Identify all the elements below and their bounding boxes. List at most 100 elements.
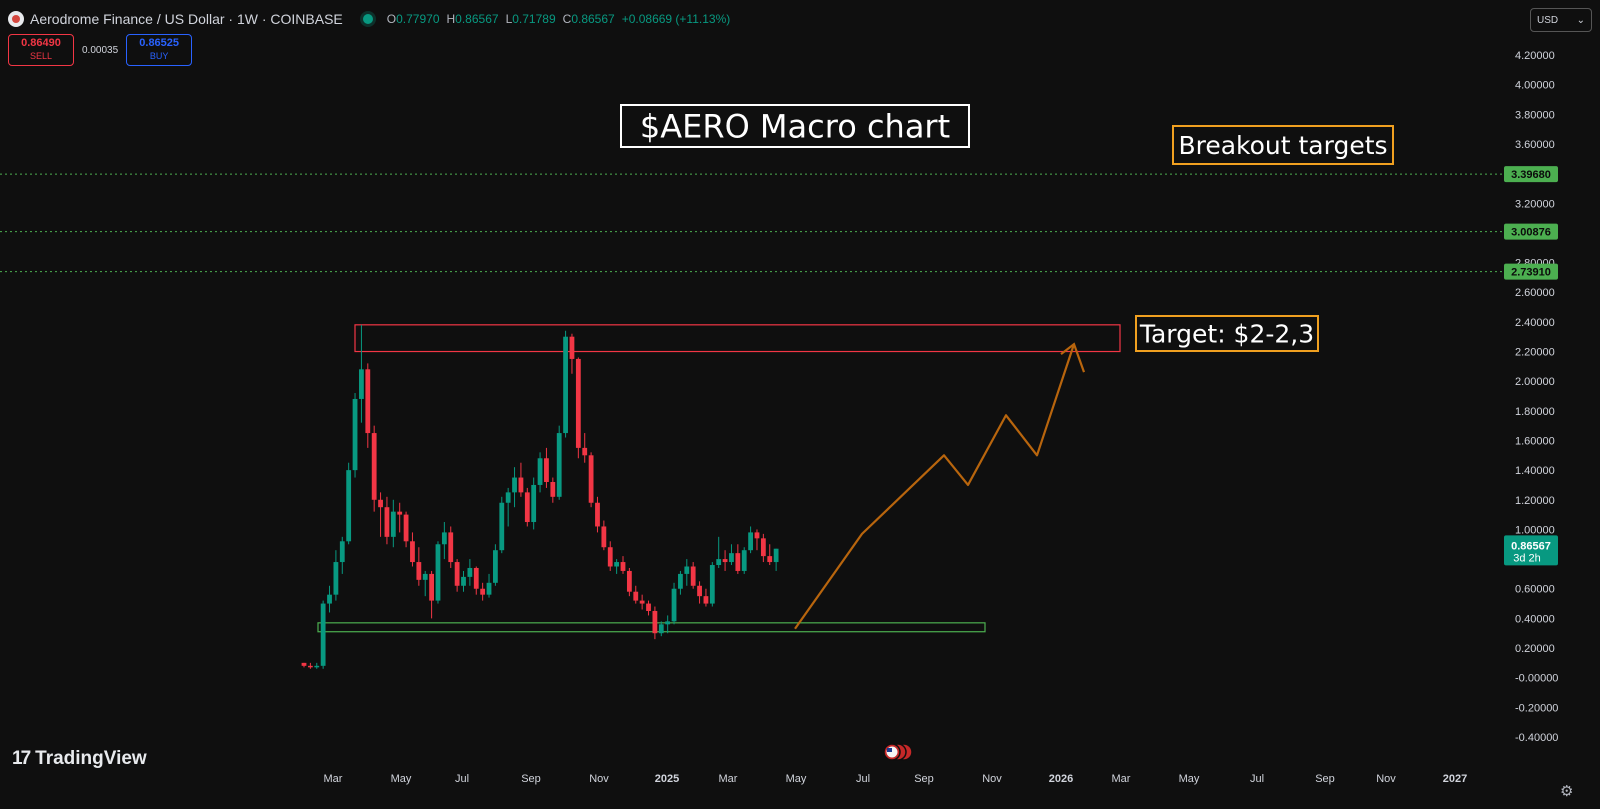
candle <box>448 526 454 568</box>
sell-button[interactable]: 0.86490 SELL <box>8 34 74 66</box>
candle <box>575 357 581 459</box>
candle <box>582 433 588 463</box>
candle <box>461 570 466 592</box>
resistance-zone <box>354 324 1121 353</box>
level-price-labels: 3.39680 3.00876 2.73910 <box>1504 166 1558 280</box>
time-tick-label: May <box>391 773 412 785</box>
candle <box>735 544 741 574</box>
price-tick-label: 2.00000 <box>1515 376 1555 388</box>
gear-icon[interactable]: ⚙ <box>1560 783 1574 800</box>
candle <box>678 570 683 595</box>
time-tick-label: Jul <box>856 773 870 785</box>
candle <box>512 467 517 508</box>
candle <box>741 547 747 574</box>
price-tick-label: -0.00000 <box>1515 673 1558 685</box>
candle <box>320 600 326 669</box>
projection-path <box>794 342 1086 630</box>
candle <box>467 559 473 586</box>
market-status-icon <box>362 14 373 24</box>
symbol-title[interactable]: Aerodrome Finance / US Dollar · 1W · COI… <box>30 11 343 27</box>
candle <box>327 585 332 613</box>
candle <box>339 536 345 574</box>
candle <box>665 615 671 634</box>
price-tick-label: 4.00000 <box>1515 80 1555 92</box>
candle <box>333 550 339 601</box>
candle <box>639 594 645 610</box>
candle <box>748 526 753 554</box>
time-tick-label: Nov <box>982 773 1002 785</box>
price-tick-label: 1.00000 <box>1515 524 1555 536</box>
candle <box>556 425 562 500</box>
candle <box>429 570 434 619</box>
chart-title-annotation-box <box>620 104 970 148</box>
candle <box>435 541 441 604</box>
candle <box>684 559 690 586</box>
candle <box>563 330 568 438</box>
candle <box>378 492 383 537</box>
candle <box>301 662 307 668</box>
us-flag-icon[interactable] <box>883 743 913 761</box>
price-tick-label: 3.20000 <box>1515 198 1555 210</box>
candle <box>486 573 492 598</box>
tradingview-logo[interactable]: 17 TradingView <box>12 748 147 769</box>
time-tick-label: 2025 <box>655 773 679 785</box>
time-tick-label: Mar <box>719 773 738 785</box>
candle <box>518 462 524 497</box>
level-price-label: 2.73910 <box>1511 267 1551 279</box>
breakout-targets-annotation-box <box>1172 125 1394 165</box>
time-tick-label: Sep <box>1315 773 1335 785</box>
time-tick-label: May <box>786 773 807 785</box>
time-tick-label: Sep <box>914 773 934 785</box>
candle <box>499 496 505 554</box>
candle <box>569 333 575 374</box>
level-price-label: 3.00876 <box>1511 227 1551 239</box>
time-tick-label: May <box>1179 773 1200 785</box>
candle <box>493 544 498 586</box>
breakout-level-lines <box>0 173 1503 273</box>
currency-select[interactable]: USD ⌄ <box>1530 8 1592 32</box>
candle <box>473 566 479 595</box>
price-tick-label: 0.20000 <box>1515 643 1555 655</box>
time-tick-label: 2026 <box>1049 773 1073 785</box>
projection-line <box>794 343 1076 630</box>
candle <box>729 544 734 566</box>
price-tick-label: 3.80000 <box>1515 109 1555 121</box>
buy-button[interactable]: 0.86525 BUY <box>126 34 193 66</box>
candle <box>544 447 549 488</box>
breakout-targets-annotation: Breakout targets <box>1178 131 1387 160</box>
current-price-tag <box>1504 535 1558 566</box>
candle <box>703 588 709 607</box>
candle <box>505 487 511 527</box>
candle <box>550 477 556 503</box>
chart-title-annotation: $AERO Macro chart <box>640 108 950 146</box>
candle <box>767 544 773 566</box>
price-tick-label: 2.40000 <box>1515 317 1555 329</box>
aero-logo-icon <box>8 11 24 27</box>
candle <box>352 393 358 478</box>
candle <box>390 499 396 548</box>
candle <box>595 496 600 533</box>
candle <box>722 550 728 571</box>
level-tag <box>1504 166 1558 183</box>
candle <box>346 462 352 545</box>
candle <box>633 585 639 604</box>
time-axis[interactable]: Mar May Jul Sep Nov 2025 Mar May Jul Sep Nov 2026 Ma… <box>324 743 1468 785</box>
trade-panel: 0.86490 SELL 0.00035 0.86525 BUY <box>8 34 193 66</box>
time-tick-label: Mar <box>1112 773 1131 785</box>
time-tick-label: 2027 <box>1443 773 1467 785</box>
level-tag <box>1504 223 1558 240</box>
price-tick-label: 3.60000 <box>1515 139 1555 151</box>
symbol-header: Aerodrome Finance / US Dollar · 1W · COI… <box>8 8 730 30</box>
close-value: 0.86567 <box>571 12 615 26</box>
price-tick-label: -0.40000 <box>1515 732 1558 744</box>
candle <box>697 581 702 604</box>
candle <box>773 548 779 571</box>
candle <box>646 600 651 616</box>
candle <box>671 582 677 625</box>
candle <box>416 547 422 586</box>
price-tick-label: 2.20000 <box>1515 347 1555 359</box>
time-tick-label: Nov <box>589 773 609 785</box>
